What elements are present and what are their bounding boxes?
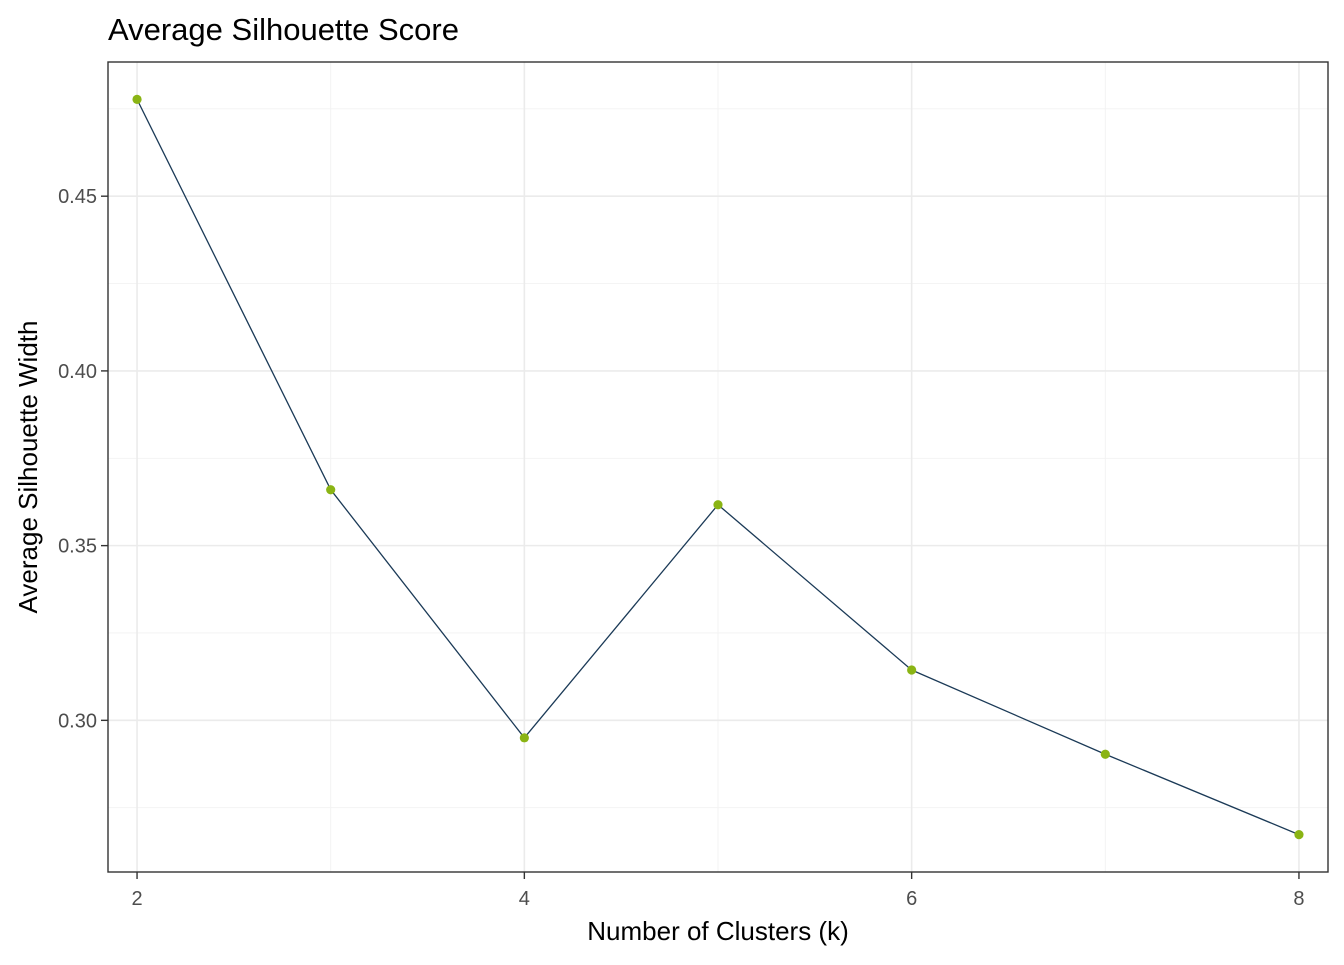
grid-lines <box>108 62 1328 872</box>
data-point <box>519 733 529 743</box>
y-axis-title: Average Silhouette Width <box>13 321 43 614</box>
x-tick-label: 8 <box>1293 888 1304 910</box>
panel-border <box>107 61 1329 873</box>
x-axis-title: Number of Clusters (k) <box>587 916 849 946</box>
data-point <box>132 94 142 104</box>
x-tick-label: 2 <box>131 888 142 910</box>
chart-title: Average Silhouette Score <box>108 12 459 47</box>
axes: 2 4 6 8 0.30 0.35 0.40 0.45 <box>58 186 1304 910</box>
y-tick-label: 0.40 <box>58 361 97 383</box>
y-tick-label: 0.45 <box>58 186 97 208</box>
series <box>132 94 1304 840</box>
data-point <box>713 500 723 510</box>
data-point <box>1100 749 1110 759</box>
data-point <box>907 665 917 675</box>
data-point <box>1294 830 1304 840</box>
x-tick-label: 6 <box>906 888 917 910</box>
y-tick-label: 0.30 <box>58 710 97 732</box>
y-tick-label: 0.35 <box>58 536 97 558</box>
data-point <box>326 485 336 495</box>
x-tick-label: 4 <box>519 888 530 910</box>
